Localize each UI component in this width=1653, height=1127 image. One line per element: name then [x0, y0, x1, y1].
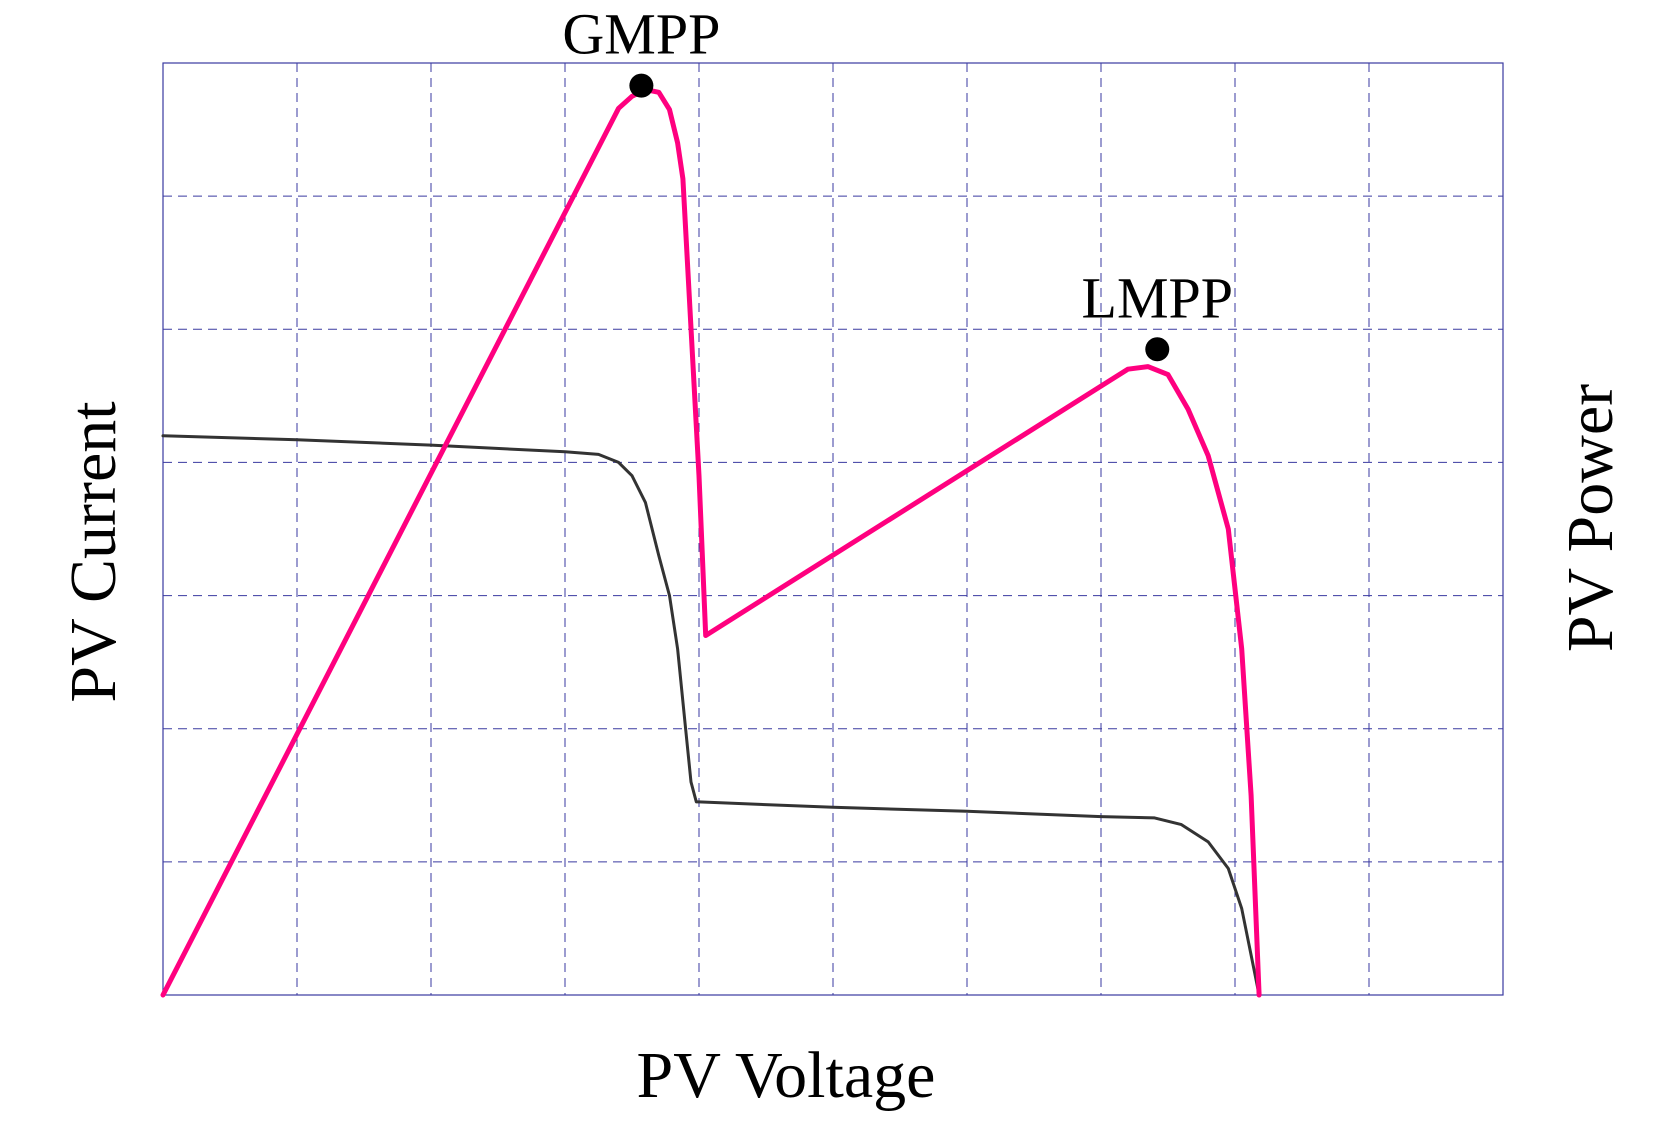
- series-lines: [160, 87, 1262, 998]
- gmpp-label: GMPP: [562, 2, 720, 67]
- lmpp-label: LMPP: [1082, 265, 1234, 330]
- lmpp-marker: [1145, 337, 1170, 362]
- power-curve: [160, 87, 1262, 998]
- y-axis-label-left: PV Current: [57, 401, 130, 702]
- gmpp-marker: [629, 73, 654, 98]
- y-axis-label-right: PV Power: [1554, 384, 1627, 652]
- current-curve: [161, 434, 1261, 997]
- annotations: GMPP LMPP: [562, 2, 1233, 362]
- x-axis-label: PV Voltage: [637, 1039, 936, 1112]
- grid-lines: [163, 63, 1503, 995]
- plot-frame: [162, 62, 1504, 996]
